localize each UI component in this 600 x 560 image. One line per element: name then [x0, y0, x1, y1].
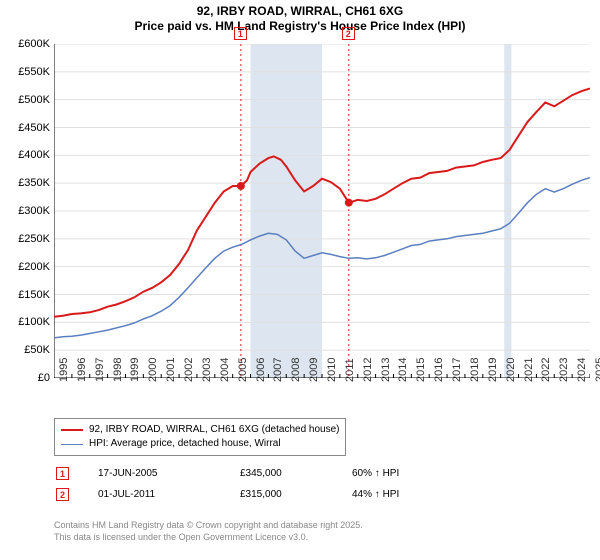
- chart-title: 92, IRBY ROAD, WIRRAL, CH61 6XG Price pa…: [0, 0, 600, 34]
- xtick-label: 2009: [308, 358, 320, 382]
- plot-svg: [54, 44, 590, 378]
- transaction-row: 2 01-JUL-2011£315,00044% ↑ HPI: [56, 485, 399, 504]
- xtick-label: 2011: [344, 358, 356, 382]
- footer-attribution: Contains HM Land Registry data © Crown c…: [54, 520, 363, 543]
- ytick-label: £300K: [0, 205, 50, 217]
- footer-line2: This data is licensed under the Open Gov…: [54, 532, 363, 544]
- transactions-table: 1 17-JUN-2005£345,00060% ↑ HPI 2 01-JUL-201…: [54, 462, 401, 506]
- row-price: £345,000: [240, 464, 350, 483]
- xtick-label: 1996: [76, 358, 88, 382]
- xtick-label: 2013: [380, 358, 392, 382]
- xtick-label: 2010: [326, 358, 338, 382]
- ytick-label: £400K: [0, 149, 50, 161]
- row-date: 17-JUN-2005: [98, 464, 238, 483]
- legend-swatch: [61, 429, 83, 431]
- xtick-label: 2006: [255, 358, 267, 382]
- xtick-label: 1998: [112, 358, 124, 382]
- footer-line1: Contains HM Land Registry data © Crown c…: [54, 520, 363, 532]
- ytick-label: £0: [0, 372, 50, 384]
- xtick-label: 2000: [147, 358, 159, 382]
- xtick-label: 1999: [129, 358, 141, 382]
- row-pct: 44% ↑ HPI: [352, 485, 399, 504]
- legend-item: 92, IRBY ROAD, WIRRAL, CH61 6XG (detache…: [61, 423, 339, 437]
- ytick-label: £450K: [0, 122, 50, 134]
- legend-label: HPI: Average price, detached house, Wirr…: [89, 437, 281, 451]
- xtick-label: 2007: [272, 358, 284, 382]
- ytick-label: £100K: [0, 316, 50, 328]
- xtick-label: 2019: [487, 358, 499, 382]
- xtick-label: 1995: [58, 358, 70, 382]
- xtick-label: 2005: [237, 358, 249, 382]
- xtick-label: 2017: [451, 358, 463, 382]
- xtick-label: 2023: [558, 358, 570, 382]
- transaction-row: 1 17-JUN-2005£345,00060% ↑ HPI: [56, 464, 399, 483]
- row-marker-badge: 2: [56, 488, 69, 501]
- row-marker-badge: 1: [56, 467, 69, 480]
- xtick-label: 2008: [290, 358, 302, 382]
- chart-container: 92, IRBY ROAD, WIRRAL, CH61 6XG Price pa…: [0, 0, 600, 560]
- callout-badge-1: 1: [234, 27, 247, 40]
- xtick-label: 2025: [594, 358, 600, 382]
- xtick-label: 2015: [415, 358, 427, 382]
- ytick-label: £600K: [0, 38, 50, 50]
- callout-badge-2: 2: [342, 27, 355, 40]
- row-price: £315,000: [240, 485, 350, 504]
- plot-area: [54, 44, 590, 378]
- legend-item: HPI: Average price, detached house, Wirr…: [61, 437, 339, 451]
- xtick-label: 2002: [183, 358, 195, 382]
- xtick-label: 2022: [540, 358, 552, 382]
- ytick-label: £50K: [0, 344, 50, 356]
- title-line2: Price paid vs. HM Land Registry's House …: [0, 19, 600, 34]
- row-date: 01-JUL-2011: [98, 485, 238, 504]
- legend-label: 92, IRBY ROAD, WIRRAL, CH61 6XG (detache…: [89, 423, 339, 437]
- xtick-label: 2018: [469, 358, 481, 382]
- row-pct: 60% ↑ HPI: [352, 464, 399, 483]
- xtick-label: 2021: [523, 358, 535, 382]
- xtick-label: 2016: [433, 358, 445, 382]
- xtick-label: 2024: [576, 358, 588, 382]
- ytick-label: £350K: [0, 177, 50, 189]
- xtick-label: 1997: [94, 358, 106, 382]
- ytick-label: £200K: [0, 261, 50, 273]
- legend-swatch: [61, 444, 83, 445]
- ytick-label: £500K: [0, 94, 50, 106]
- xtick-label: 2004: [219, 358, 231, 382]
- xtick-label: 2001: [165, 358, 177, 382]
- xtick-label: 2020: [505, 358, 517, 382]
- ytick-label: £550K: [0, 66, 50, 78]
- ytick-label: £150K: [0, 289, 50, 301]
- title-line1: 92, IRBY ROAD, WIRRAL, CH61 6XG: [0, 4, 600, 19]
- xtick-label: 2012: [362, 358, 374, 382]
- legend: 92, IRBY ROAD, WIRRAL, CH61 6XG (detache…: [54, 418, 346, 456]
- xtick-label: 2003: [201, 358, 213, 382]
- xtick-label: 2014: [397, 358, 409, 382]
- ytick-label: £250K: [0, 233, 50, 245]
